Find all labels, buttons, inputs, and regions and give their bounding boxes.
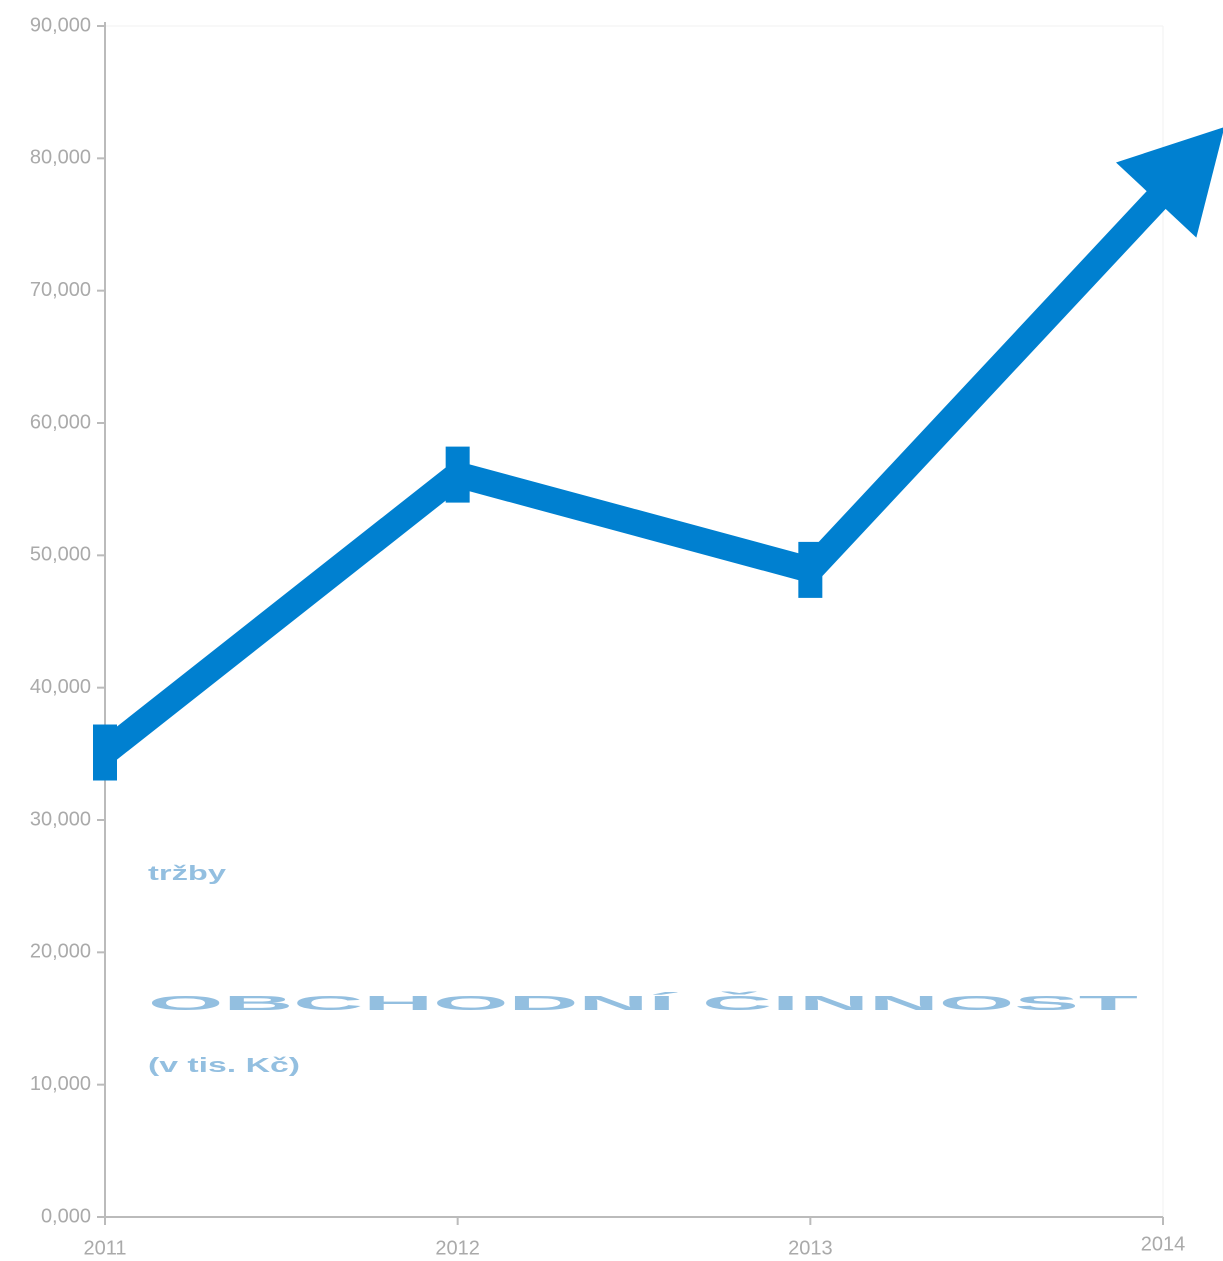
y-tick-label: 50,000 [30, 544, 91, 566]
unit-label: (v tis. Kč) [148, 1055, 300, 1077]
y-tick-label: 80,000 [30, 147, 91, 169]
arrow-head [1115, 127, 1223, 238]
line [96, 183, 1173, 763]
x-tick-label: 2011 [83, 1237, 126, 1259]
y-tick-label: 90,000 [30, 14, 91, 36]
y-tick-label: 20,000 [30, 941, 91, 963]
y-tick-label: 10,000 [30, 1073, 91, 1095]
subtitle: tržby [148, 863, 227, 885]
marker [445, 446, 470, 503]
marker [93, 724, 117, 781]
x-tick-label: 2013 [788, 1237, 833, 1259]
y-tick-label: 40,000 [30, 676, 91, 698]
x-tick-label: 2014 [1141, 1233, 1186, 1255]
x-tick-label: 2012 [435, 1237, 480, 1259]
chart-title: OBCHODNÍ ČINNOST [148, 991, 1138, 1015]
y-tick-label: 60,000 [30, 411, 91, 433]
marker [798, 541, 823, 598]
y-tick-label: 0,000 [41, 1205, 91, 1227]
y-tick-label: 30,000 [30, 808, 91, 830]
y-tick-label: 70,000 [30, 279, 91, 301]
